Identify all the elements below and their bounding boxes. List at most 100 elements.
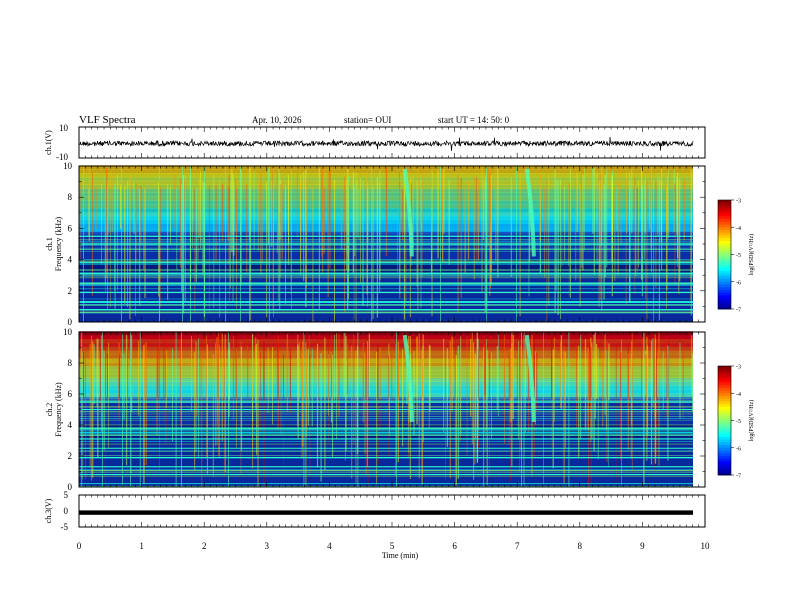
time-axis: 0 1 2 3 4 5 6 7 8 9 10 Time (min) (77, 541, 710, 560)
cbar2-swatch (718, 379, 731, 383)
ch2spec-ytick-label: 10 (63, 327, 73, 337)
ch2-colorbar: -3 -4 -5 -6 -7 log(PSD)(V²/Hz) (717, 365, 755, 480)
cbar1-swatch (718, 254, 731, 258)
cbar1-tick-label: -5 (736, 253, 741, 259)
ch2spec-emission (79, 342, 693, 348)
time-tick-label: 2 (202, 541, 207, 551)
cbar1-swatch (718, 202, 731, 206)
ch1-spectrogram-panel: 0 2 4 6 8 10 ch.1 Frequency (kHz) (45, 161, 706, 327)
ch2spec-channel-label: ch.2 (45, 403, 54, 417)
cbar1-swatch (718, 281, 731, 285)
cbar2-swatch (718, 439, 731, 443)
ch1spec-ytick-label: 8 (68, 192, 73, 202)
ch2spec-emission (79, 389, 693, 394)
cbar1-swatch (718, 249, 731, 253)
time-tick-label: 6 (452, 541, 457, 551)
time-axis-label: Time (min) (382, 551, 419, 560)
ch2spec-emission (79, 350, 693, 355)
cbar2-swatch (718, 415, 731, 419)
cbar2-swatch (718, 436, 731, 440)
cbar2-swatch (718, 376, 731, 381)
cbar2-swatch (718, 469, 731, 473)
cbar1-swatch (718, 208, 731, 212)
ch2spec-emission (79, 377, 693, 382)
time-tick-label: 9 (640, 541, 645, 551)
cbar2-swatch (718, 466, 731, 470)
ch2spec-emission (79, 338, 693, 344)
cbar1-swatch (718, 205, 731, 209)
cbar2-swatch (718, 368, 731, 372)
cbar2-tick-label: -7 (736, 474, 741, 480)
cbar2-swatch (718, 412, 731, 416)
cbar1-swatch (718, 224, 731, 228)
cbar1-swatch (718, 221, 731, 225)
ch2spec-ytick-label: 8 (68, 358, 73, 368)
cbar1-swatch (718, 279, 731, 283)
cbar1-label: log(PSD)(V²/Hz) (748, 234, 755, 275)
cbar1-swatch (718, 200, 731, 204)
cbar2-swatch (718, 423, 731, 427)
cbar1-tick-label: -6 (736, 280, 741, 286)
cbar1-swatch (718, 232, 731, 236)
time-tick-label: 3 (265, 541, 270, 551)
cbar2-swatch (718, 374, 731, 378)
ch2spec-ytick-label: 0 (68, 482, 73, 492)
ch1-waveform-ytick: -10 (56, 152, 68, 162)
ch3-waveform-trace (79, 510, 693, 515)
time-tick-label: 0 (77, 541, 82, 551)
cbar2-swatch (718, 366, 731, 370)
ch2spec-band (79, 437, 693, 487)
cbar1-swatch (718, 289, 731, 294)
ch2spec-emission (79, 373, 693, 379)
cbar2-tick-label: -4 (736, 392, 741, 398)
ch2spec-whistler (524, 334, 536, 422)
cbar2-swatch (718, 425, 731, 430)
cbar2-swatch (718, 398, 731, 402)
cbar1-swatch (718, 268, 731, 272)
cbar2-swatch (718, 442, 731, 446)
ch1-waveform-trace (78, 136, 694, 151)
cbar2-swatch (718, 420, 731, 424)
cbar2-swatch (718, 406, 731, 410)
cbar1-tick-label: -7 (736, 308, 741, 314)
cbar1-tick-label: -4 (736, 226, 741, 232)
cbar2-swatch (718, 409, 731, 413)
ch3-waveform-ylabel: ch.3(V) (44, 498, 53, 523)
ch2spec-ytick-label: 4 (68, 420, 73, 430)
ch1spec-channel-label: ch.1 (45, 237, 54, 251)
cbar2-swatch (718, 461, 731, 465)
cbar2-swatch (718, 390, 731, 394)
cbar2-swatch (718, 431, 731, 435)
cbar1-tick-label: -3 (736, 199, 741, 205)
cbar1-swatch (718, 265, 731, 269)
time-tick-label: 8 (578, 541, 583, 551)
cbar2-swatch (718, 417, 731, 421)
cbar1-swatch (718, 295, 731, 299)
cbar2-label: log(PSD)(V²/Hz) (748, 400, 755, 441)
cbar1-swatch (718, 257, 731, 261)
ch2spec-emission (79, 393, 693, 398)
time-tick-label: 4 (327, 541, 332, 551)
ch2spec-emission (79, 362, 693, 367)
cbar1-swatch (718, 216, 731, 220)
cbar2-swatch (718, 404, 731, 408)
ch1spec-ylabel: Frequency (kHz) (54, 216, 63, 271)
cbar1-swatch (718, 276, 731, 280)
ch2-spectrogram-panel: 0 2 4 6 8 10 ch.2 Frequency (kHz) (45, 327, 706, 492)
ch3-waveform-ytick: 5 (64, 490, 69, 500)
cbar2-swatch (718, 385, 731, 389)
ch1-waveform-ylabel: ch.1(V) (44, 130, 53, 155)
ch3-waveform-ytick: 0 (64, 506, 69, 516)
ch1spec-ytick-label: 6 (68, 223, 73, 233)
cbar1-swatch (718, 227, 731, 231)
ch1-waveform-ytick: 10 (59, 123, 69, 133)
cbar2-swatch (718, 401, 731, 405)
ch2spec-emission (79, 358, 693, 363)
cbar1-swatch (718, 213, 731, 217)
ch2spec-emission (79, 385, 693, 390)
cbar1-swatch (718, 300, 731, 304)
ch1-colorbar: -3 -4 -5 -6 -7 log(PSD)(V²/Hz) (717, 199, 755, 314)
cbar1-swatch (718, 270, 731, 274)
